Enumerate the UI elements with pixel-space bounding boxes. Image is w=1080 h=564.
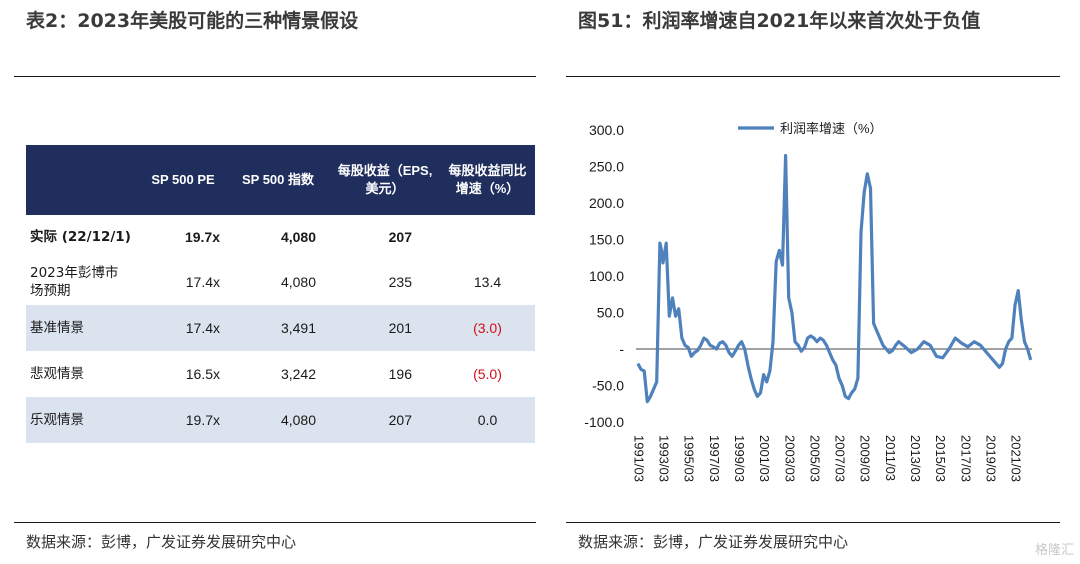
header-pe: SP 500 PE	[140, 145, 226, 215]
row-label: 悲观情景	[30, 366, 84, 382]
chart-title: 图51：利润率增速自2021年以来首次处于负值	[578, 10, 981, 32]
row-label: 实际 (22/12/1)	[30, 229, 131, 245]
cell-eps: 201	[330, 305, 440, 351]
cell-index: 3,491	[226, 305, 330, 351]
header-eps-growth: 每股收益同比增速（%）	[440, 145, 535, 215]
table-header-row: SP 500 PE SP 500 指数 每股收益（EPS, 美元） 每股收益同比…	[26, 145, 535, 215]
cell-eps: 196	[388, 366, 412, 382]
cell-eps-growth: (5.0)	[473, 366, 502, 382]
series-line	[636, 154, 1033, 404]
cell-pe: 17.4x	[140, 305, 226, 351]
source-divider-left	[14, 522, 536, 523]
y-tick-label: -100.0	[584, 414, 624, 430]
cell-eps: 207	[330, 397, 440, 443]
source-divider-right	[566, 522, 1060, 523]
y-tick-label: -	[619, 341, 624, 357]
cell-pe: 16.5x	[185, 366, 220, 382]
y-tick-label: 50.0	[597, 305, 624, 321]
x-tick-label: 2009/03	[858, 435, 873, 482]
table-row: 乐观情景 19.7x 4,080 207 0.0	[26, 397, 535, 443]
header-eps: 每股收益（EPS, 美元）	[330, 145, 440, 215]
y-tick-label: 100.0	[589, 268, 624, 284]
y-tick-label: 200.0	[589, 195, 624, 211]
y-tick-label: -50.0	[592, 378, 624, 394]
profit-margin-growth-chart: 300.0 250.0 200.0 150.0 100.0 50.0 - -50.0 -100.…	[584, 121, 1033, 482]
cell-index: 4,080	[280, 229, 316, 245]
cell-eps: 235	[388, 274, 412, 290]
row-label: 乐观情景	[26, 397, 140, 443]
x-tick-label: 2019/03	[983, 435, 998, 482]
x-tick-label: 1991/03	[631, 435, 646, 482]
x-tick-label: 2005/03	[807, 435, 822, 482]
cell-pe: 19.7x	[140, 397, 226, 443]
header-index: SP 500 指数	[226, 145, 330, 215]
table-row: 2023年彭博市场预期 17.4x 4,080 235 13.4	[26, 259, 535, 305]
watermark-logo: 格隆汇	[1034, 543, 1074, 558]
table-row: 基准情景 17.4x 3,491 201 (3.0)	[26, 305, 535, 351]
cell-pe: 19.7x	[184, 229, 220, 245]
cell-eps: 207	[388, 229, 412, 245]
cell-index: 4,080	[226, 397, 330, 443]
table-row: 实际 (22/12/1) 19.7x 4,080 207	[26, 215, 535, 259]
title-divider	[14, 76, 536, 77]
y-axis: 300.0 250.0 200.0 150.0 100.0 50.0 - -50.0 -100.…	[584, 122, 624, 430]
x-tick-label: 2011/03	[883, 435, 898, 481]
y-tick-label: 150.0	[589, 232, 624, 248]
x-tick-label: 2007/03	[833, 435, 848, 482]
row-label: 2023年彭博市场预期	[30, 265, 119, 299]
source-note-right: 数据来源：彭博，广发证券发展研究中心	[578, 533, 849, 551]
x-tick-label: 1999/03	[732, 435, 747, 482]
x-tick-label: 1995/03	[682, 435, 697, 482]
legend-label: 利润率增速（%）	[780, 121, 883, 136]
cell-eps-growth: 13.4	[473, 274, 502, 290]
table-row: 悲观情景 16.5x 3,242 196 (5.0)	[26, 351, 535, 397]
source-note-left: 数据来源：彭博，广发证券发展研究中心	[26, 533, 297, 551]
x-tick-label: 1997/03	[707, 435, 722, 482]
chart-legend: 利润率增速（%）	[738, 121, 883, 136]
header-label	[26, 145, 140, 215]
table-title: 表2：2023年美股可能的三种情景假设	[26, 10, 359, 32]
cell-eps-growth	[440, 215, 535, 259]
scenario-table: SP 500 PE SP 500 指数 每股收益（EPS, 美元） 每股收益同比…	[26, 145, 535, 443]
x-axis: 1991/03 1993/03 1995/03 1997/03 1999/03 2001/…	[631, 348, 1032, 482]
x-tick-label: 2017/03	[958, 435, 973, 482]
y-tick-label: 300.0	[589, 122, 624, 138]
cell-eps-growth: (3.0)	[440, 305, 535, 351]
cell-index: 4,080	[280, 274, 316, 290]
cell-eps-growth: 0.0	[440, 397, 535, 443]
row-label: 基准情景	[26, 305, 140, 351]
y-tick-label: 250.0	[589, 159, 624, 175]
x-tick-label: 1993/03	[657, 435, 672, 482]
x-tick-label: 2015/03	[933, 435, 948, 482]
cell-pe: 17.4x	[185, 274, 220, 290]
cell-index: 3,242	[280, 366, 316, 382]
x-tick-label: 2003/03	[782, 435, 797, 482]
x-tick-label: 2021/03	[1009, 435, 1024, 482]
title-divider-right	[566, 76, 1060, 77]
x-tick-label: 2001/03	[757, 435, 772, 482]
x-tick-label: 2013/03	[908, 435, 923, 482]
